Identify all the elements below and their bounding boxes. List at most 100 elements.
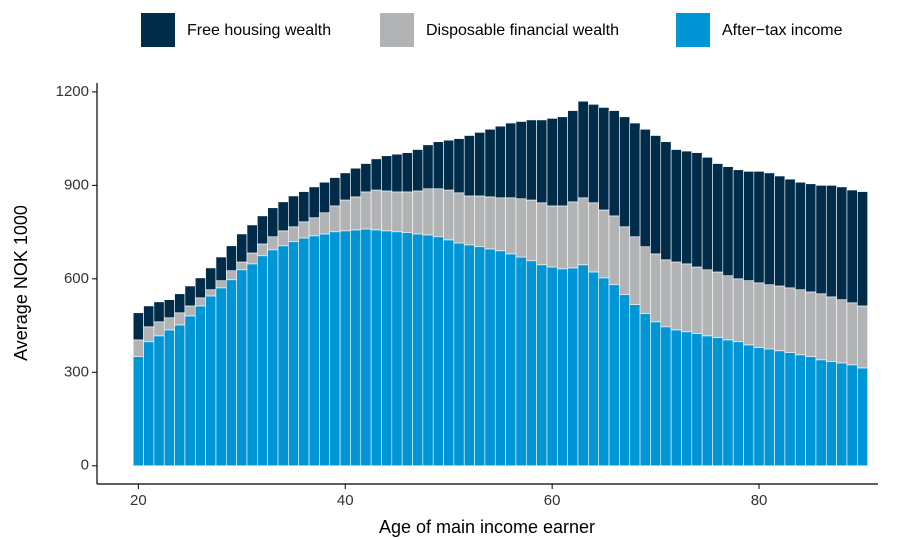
- legend-swatch: [676, 13, 710, 47]
- bar-segment: [567, 267, 579, 467]
- bar-segment: [360, 228, 372, 467]
- bar-segment: [308, 235, 320, 467]
- bar-segment: [743, 280, 755, 346]
- bar-segment: [360, 191, 372, 230]
- bar-segment: [391, 191, 403, 233]
- bar-segment: [794, 181, 806, 291]
- bar-segment: [588, 104, 600, 204]
- bar-segment: [536, 202, 548, 266]
- bar-segment: [712, 337, 724, 467]
- bar-segment: [857, 305, 868, 369]
- bar-segment: [184, 285, 196, 307]
- bar-segment: [857, 367, 868, 467]
- bar-segment: [432, 188, 444, 238]
- bar-segment: [453, 192, 465, 244]
- bar-segment: [784, 178, 796, 289]
- bar-segment: [463, 244, 475, 467]
- bar-segment: [412, 149, 424, 192]
- bar-segment: [815, 185, 827, 295]
- bar-segment: [836, 362, 848, 467]
- bar-segment: [536, 264, 548, 467]
- bar-segment: [639, 128, 651, 248]
- bar-segment: [215, 256, 227, 281]
- bar-segment: [205, 295, 217, 467]
- bar-segment: [784, 352, 796, 467]
- bar-segment: [650, 321, 662, 467]
- bar-segment: [536, 119, 548, 204]
- bar-segment: [722, 339, 734, 467]
- bar-segment: [350, 196, 362, 231]
- bar-segment: [763, 348, 775, 467]
- bar-segment: [557, 116, 568, 207]
- bar-segment: [577, 264, 589, 467]
- legend-label: Disposable financial wealth: [426, 22, 619, 39]
- bar-segment: [153, 335, 165, 467]
- bar-segment: [339, 230, 351, 467]
- bar-segment: [370, 229, 382, 467]
- bar-segment: [670, 149, 682, 263]
- bar-segment: [474, 195, 486, 248]
- bar-segment: [753, 282, 765, 348]
- bar-segment: [722, 275, 734, 341]
- bar-segment: [381, 155, 393, 192]
- bar-segment: [267, 207, 279, 238]
- bar-segment: [370, 158, 382, 191]
- bar-segment: [567, 201, 579, 269]
- bar-segment: [194, 297, 206, 307]
- bar-segment: [163, 299, 175, 319]
- bar-segment: [401, 152, 413, 193]
- bar-segment: [670, 261, 682, 331]
- bar-segment: [215, 287, 227, 467]
- bar-segment: [484, 196, 496, 250]
- x-tick-label: 20: [130, 492, 147, 509]
- legend-label: After−tax income: [722, 22, 843, 39]
- y-tick-label: 0: [81, 457, 89, 474]
- legend-label: Free housing wealth: [187, 22, 331, 39]
- bar-segment: [588, 271, 600, 467]
- bar-segment: [805, 183, 817, 293]
- bar-segment: [257, 215, 268, 245]
- bar-segment: [608, 215, 620, 286]
- bar-segment: [246, 252, 258, 265]
- bar-segment: [619, 116, 631, 228]
- bar-segment: [288, 226, 300, 243]
- bar-segment: [298, 221, 310, 239]
- bar-segment: [546, 205, 558, 268]
- bar-segment: [350, 167, 362, 198]
- bar-segment: [701, 335, 713, 467]
- bar-segment: [339, 199, 351, 232]
- bar-segment: [815, 293, 827, 361]
- bar-segment: [474, 246, 486, 467]
- bar-segment: [763, 172, 775, 286]
- bar-segment: [308, 217, 320, 237]
- bar-segment: [712, 271, 724, 339]
- bar-segment: [557, 268, 568, 467]
- bar-segment: [226, 245, 237, 272]
- bar-segment: [205, 289, 217, 297]
- bar-segment: [484, 128, 496, 198]
- bar-segment: [743, 171, 755, 281]
- bar-segment: [350, 229, 362, 467]
- bar-segment: [825, 185, 837, 298]
- bar-segment: [319, 233, 331, 467]
- bar-segment: [567, 110, 579, 203]
- bar-segment: [174, 312, 186, 326]
- bar-segment: [743, 344, 755, 467]
- bar-segment: [577, 100, 589, 199]
- bar-segment: [515, 121, 527, 200]
- bar-segment: [298, 237, 310, 467]
- bar-segment: [494, 197, 506, 252]
- bar-segment: [381, 190, 393, 232]
- bar-segment: [453, 242, 465, 467]
- bar-segment: [194, 305, 206, 467]
- bar-segment: [836, 299, 848, 364]
- bar-segment: [174, 293, 186, 314]
- bar-segment: [267, 236, 279, 251]
- y-tick-label: 900: [64, 176, 89, 193]
- bar-segment: [412, 190, 424, 235]
- bar-segment: [660, 326, 672, 467]
- bar-segment: [319, 212, 331, 235]
- bar-segment: [639, 246, 651, 315]
- bar-segment: [598, 209, 610, 279]
